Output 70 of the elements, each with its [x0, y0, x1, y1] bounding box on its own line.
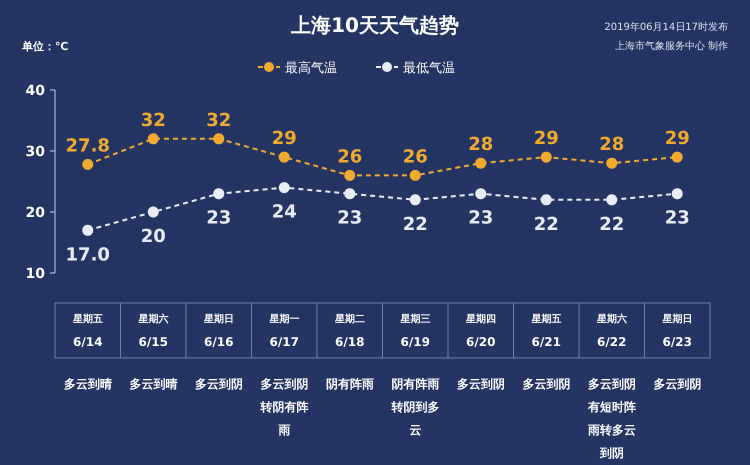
point	[213, 133, 224, 144]
data-label: 29	[534, 128, 559, 150]
y-tick-label: 30	[26, 144, 46, 160]
point	[540, 194, 552, 206]
point	[672, 188, 683, 200]
data-label: 24	[272, 202, 297, 223]
point	[606, 158, 618, 169]
text: 多云到阴	[653, 377, 702, 391]
text: 多云到阴转阴有阵雨	[259, 377, 308, 437]
text: 多云到阴有短时阵雨转多云到阴	[586, 377, 636, 460]
point	[540, 152, 552, 163]
y-axis-title: 单位：℃	[21, 40, 68, 53]
data-label: 17.0	[66, 244, 110, 266]
legend-label: 最低气温	[403, 61, 455, 76]
data-label: 28	[599, 134, 624, 156]
data-label: 26	[402, 146, 428, 168]
point	[82, 224, 94, 236]
point	[606, 194, 618, 206]
point	[344, 188, 356, 200]
point	[148, 133, 159, 144]
data-label: 29	[272, 128, 297, 150]
data-label: 22	[534, 214, 559, 235]
data-label: 22	[402, 214, 428, 235]
x-tick-label: 星期六 6/15	[137, 313, 168, 349]
point	[475, 188, 486, 200]
data-label: 26	[337, 146, 362, 168]
data-label: 32	[206, 110, 232, 131]
point	[672, 152, 683, 163]
y-tick-label: 40	[26, 83, 46, 99]
data-label: 27.8	[66, 135, 110, 156]
data-label: 22	[599, 214, 624, 235]
data-label: 20	[140, 226, 166, 247]
text: 多云到阴	[194, 377, 243, 391]
point	[475, 158, 486, 169]
data-label: 29	[664, 128, 690, 150]
data-label: 23	[664, 208, 690, 229]
x-tick-label: 星期二 6/18	[334, 313, 365, 349]
data-label: 23	[206, 208, 232, 229]
text: 多云到晴	[129, 377, 178, 391]
text: 2019年06月14日17时发布	[604, 21, 728, 33]
text: 上海市气象服务中心 制作	[614, 40, 728, 52]
x-tick-label: 星期六 6/22	[596, 313, 627, 349]
point	[278, 152, 290, 163]
y-tick-label: 10	[26, 266, 46, 282]
point	[278, 182, 290, 194]
point	[82, 158, 94, 170]
chart-title: 上海10天天气趋势	[290, 13, 459, 37]
x-tick-label: 星期五 6/21	[530, 313, 562, 349]
point	[148, 206, 159, 218]
x-tick-label: 星期一 6/17	[268, 313, 300, 349]
legend-label: 最高气温	[285, 60, 337, 76]
data-label: 23	[468, 208, 494, 229]
y-tick-label: 20	[26, 205, 46, 221]
text: 多云到晴	[64, 377, 112, 391]
point	[410, 194, 421, 206]
x-tick-label: 星期四 6/20	[464, 313, 496, 349]
text: 多云到阴	[456, 377, 505, 391]
point	[213, 188, 224, 200]
text: 多云到阴	[522, 377, 570, 391]
text: 阴有阵雨	[326, 377, 374, 391]
point	[344, 170, 356, 181]
text: 阴有阵雨转阴到多云	[390, 377, 440, 437]
data-label: 23	[337, 208, 362, 229]
x-tick-label: 星期五 6/14	[72, 313, 103, 349]
data-label: 32	[140, 110, 166, 131]
x-tick-label: 星期日 6/23	[661, 313, 692, 349]
x-tick-label: 星期三 6/19	[399, 313, 430, 349]
x-tick-label: 星期日 6/16	[202, 313, 234, 349]
data-label: 28	[468, 134, 494, 156]
point	[410, 170, 421, 181]
